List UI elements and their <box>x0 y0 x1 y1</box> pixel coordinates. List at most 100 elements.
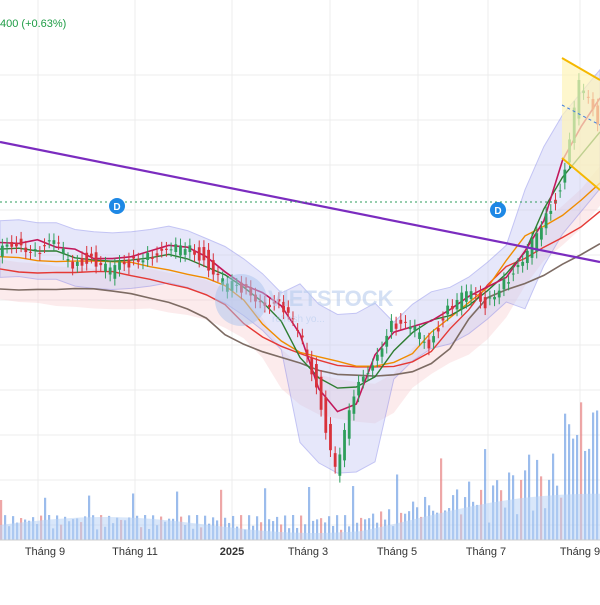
candle-body <box>558 190 562 192</box>
dividend-marker[interactable] <box>490 202 506 218</box>
candle-body <box>460 292 464 309</box>
candle-body <box>57 242 60 244</box>
candle-body <box>516 265 520 268</box>
volume-bar <box>248 515 251 540</box>
candle-body <box>469 291 473 299</box>
candle-body <box>272 301 276 304</box>
candle-body <box>29 251 32 253</box>
candle-body <box>521 261 525 266</box>
candle-body <box>333 453 337 467</box>
candle-body <box>366 373 370 375</box>
volume-bar <box>352 486 355 540</box>
candle-body <box>122 261 126 265</box>
channel-lower-line[interactable] <box>561 157 600 191</box>
candle-body <box>61 248 65 254</box>
candle-body <box>507 282 510 284</box>
candle-body <box>357 381 360 396</box>
candle-body <box>99 262 103 266</box>
candle-body <box>136 259 140 262</box>
volume-bar <box>0 500 3 540</box>
candle-body <box>193 250 196 255</box>
volume-bar <box>324 522 327 540</box>
candle-body <box>211 260 215 275</box>
candle-body <box>544 213 548 229</box>
candle-body <box>94 252 98 267</box>
volume-bar <box>396 474 399 540</box>
volume-bar <box>176 491 179 540</box>
candle-body <box>66 259 70 261</box>
x-axis-tick-label: 2025 <box>220 546 244 558</box>
candle-body <box>216 273 220 276</box>
ma-slow-red-line <box>0 210 600 368</box>
candle-body <box>371 365 375 371</box>
candle-body <box>80 258 84 266</box>
volume-bar <box>580 402 583 540</box>
candle-body <box>404 321 407 323</box>
volume-bar <box>240 515 243 540</box>
x-axis-tick-label: Tháng 11 <box>112 546 158 558</box>
volume-bar <box>132 493 135 540</box>
channel-upper-line[interactable] <box>561 57 600 81</box>
candle-body <box>563 169 567 183</box>
watermark-logo-icon <box>215 274 267 326</box>
candle-body <box>319 376 323 410</box>
candle-body <box>352 396 356 414</box>
candle-body <box>207 249 210 271</box>
candle-body <box>291 318 295 320</box>
candle-body <box>183 249 187 255</box>
volume-average-area <box>0 493 600 540</box>
candle-body <box>413 326 417 331</box>
volume-bar <box>256 516 259 540</box>
candle-body <box>38 252 42 255</box>
volume-bar <box>364 519 367 540</box>
volume-bar <box>264 488 267 540</box>
volume-bar <box>360 517 363 540</box>
candle-body <box>300 335 304 338</box>
candle-body <box>268 304 271 308</box>
candle-body <box>188 245 192 253</box>
volume-bar <box>564 413 567 540</box>
watermark-subtext: refresh yo... <box>272 314 325 325</box>
candle-body <box>540 227 543 240</box>
candle-body <box>52 240 56 244</box>
candle-body <box>422 341 426 343</box>
candle-body <box>436 327 440 332</box>
candle-body <box>479 292 482 302</box>
candle-body <box>394 323 398 329</box>
candle-body <box>511 273 515 275</box>
volume-bar <box>328 516 331 540</box>
candle-body <box>488 297 492 299</box>
candle-body <box>0 245 4 257</box>
candle-body <box>10 241 14 247</box>
volume-bar <box>320 518 323 540</box>
x-axis-tick-label: Tháng 5 <box>377 546 417 558</box>
candle-body <box>104 263 107 272</box>
x-axis-tick-label: Tháng 3 <box>288 546 328 558</box>
candle-body <box>450 305 454 310</box>
volume-bar <box>440 458 443 540</box>
candle-body <box>380 348 384 357</box>
candle-body <box>493 296 496 300</box>
candle-body <box>525 250 529 264</box>
volume-bar <box>568 424 571 540</box>
volume-bar <box>268 519 271 540</box>
candle-body <box>465 291 468 302</box>
candle-body <box>343 429 346 461</box>
dividend-marker[interactable] <box>109 198 125 214</box>
candle-body <box>141 260 145 263</box>
x-axis-tick-label: Tháng 7 <box>466 546 506 558</box>
candle-body <box>483 297 487 309</box>
candle-body <box>305 349 309 356</box>
candle-body <box>347 410 351 439</box>
candle-body <box>474 293 478 295</box>
volume-bar <box>284 515 287 540</box>
volume-bar <box>312 520 315 540</box>
volume-bar <box>356 522 359 540</box>
candle-body <box>118 261 121 270</box>
volume-bar <box>576 434 579 540</box>
price-channel-fill <box>562 58 600 190</box>
candle-body <box>132 256 135 259</box>
candle-body <box>19 238 23 246</box>
